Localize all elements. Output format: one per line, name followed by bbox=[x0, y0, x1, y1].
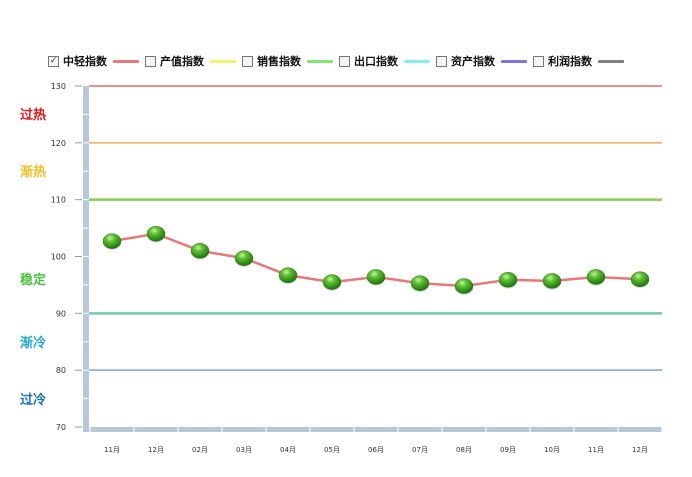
zone-label: 过热 bbox=[20, 108, 47, 124]
data-point bbox=[410, 275, 430, 291]
data-point bbox=[586, 269, 606, 285]
data-point bbox=[278, 267, 298, 284]
legend-swatch bbox=[598, 59, 624, 63]
y-tick-label: 70 bbox=[56, 423, 66, 432]
x-tick-label: 12月 bbox=[148, 446, 164, 454]
legend-label: 销售指数 bbox=[257, 55, 301, 68]
y-tick-label: 90 bbox=[56, 309, 66, 318]
legend-swatch bbox=[113, 59, 139, 63]
x-tick-label: 06月 bbox=[368, 446, 384, 454]
legend-swatch bbox=[210, 59, 236, 63]
y-tick-label: 110 bbox=[51, 196, 66, 205]
zone-label: 渐热 bbox=[20, 165, 47, 181]
data-point bbox=[454, 278, 474, 294]
y-tick-label: 120 bbox=[51, 139, 66, 148]
x-tick-label: 09月 bbox=[500, 446, 516, 454]
checkbox[interactable] bbox=[145, 55, 156, 67]
legend-item[interactable]: 利润指数 bbox=[533, 53, 624, 69]
data-point bbox=[234, 250, 254, 266]
data-point bbox=[498, 272, 518, 288]
data-point bbox=[102, 233, 122, 249]
y-tick-label: 80 bbox=[56, 366, 66, 375]
x-tick-label: 11月 bbox=[588, 446, 604, 454]
legend-label: 中轻指数 bbox=[63, 55, 107, 68]
legend-label: 产值指数 bbox=[160, 55, 204, 68]
legend-item[interactable]: 资产指数 bbox=[436, 53, 527, 69]
x-tick-label: 10月 bbox=[544, 446, 560, 454]
x-tick-label: 08月 bbox=[456, 446, 472, 454]
legend-swatch bbox=[404, 59, 430, 63]
checkbox[interactable] bbox=[339, 55, 350, 67]
legend: ✓ 中轻指数 产值指数 销售指数 出口指数 资产指数 利润指数 bbox=[48, 53, 630, 69]
checkbox[interactable] bbox=[242, 55, 253, 67]
legend-swatch bbox=[307, 59, 333, 63]
legend-swatch bbox=[501, 59, 527, 63]
zone-label: 渐冷 bbox=[20, 335, 47, 351]
x-tick-label: 03月 bbox=[236, 446, 252, 454]
x-axis-bar bbox=[89, 427, 662, 432]
y-tick-label: 100 bbox=[51, 253, 66, 262]
legend-item[interactable]: 产值指数 bbox=[145, 53, 236, 69]
legend-label: 出口指数 bbox=[354, 55, 398, 68]
checkbox[interactable] bbox=[436, 55, 447, 67]
data-point bbox=[146, 226, 166, 242]
legend-label: 利润指数 bbox=[548, 55, 592, 68]
legend-label: 资产指数 bbox=[451, 55, 495, 68]
data-point bbox=[322, 274, 342, 290]
checkbox[interactable]: ✓ bbox=[48, 55, 59, 67]
zone-label: 过冷 bbox=[20, 392, 47, 408]
y-axis-bar bbox=[83, 86, 89, 432]
x-tick-label: 11月 bbox=[104, 446, 120, 454]
data-point bbox=[630, 271, 650, 287]
x-tick-label: 07月 bbox=[412, 446, 428, 454]
x-tick-label: 04月 bbox=[280, 446, 296, 454]
checkbox[interactable] bbox=[533, 55, 544, 67]
data-point bbox=[366, 269, 386, 285]
legend-item[interactable]: 销售指数 bbox=[242, 53, 333, 69]
x-tick-label: 05月 bbox=[324, 446, 340, 454]
data-point bbox=[542, 273, 562, 289]
zone-label: 稳定 bbox=[20, 272, 47, 288]
y-tick-label: 130 bbox=[51, 82, 66, 91]
legend-item[interactable]: ✓ 中轻指数 bbox=[48, 53, 139, 69]
x-tick-label: 02月 bbox=[192, 446, 208, 454]
data-point bbox=[190, 243, 210, 259]
x-tick-label: 12月 bbox=[632, 446, 648, 454]
legend-item[interactable]: 出口指数 bbox=[339, 53, 430, 69]
